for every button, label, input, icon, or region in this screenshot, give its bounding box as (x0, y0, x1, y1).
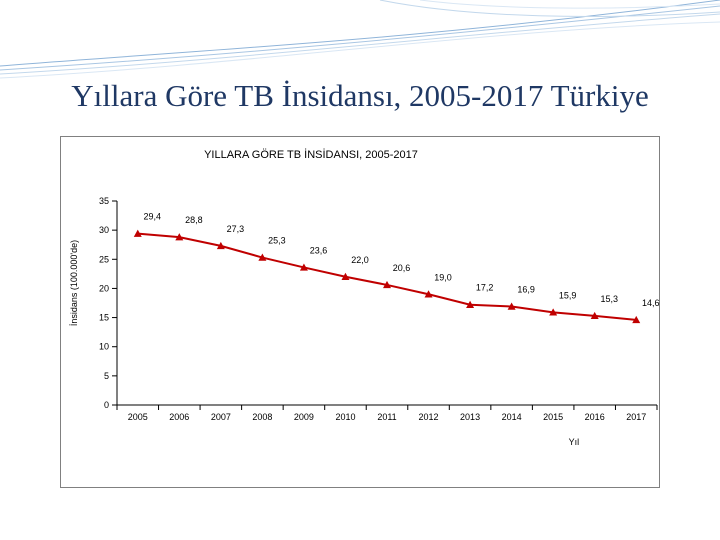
data-point-marker (341, 272, 350, 280)
x-tick-label: 2014 (502, 412, 522, 422)
y-ticks: 0 5 10 15 20 25 30 35 (99, 196, 117, 410)
data-point-marker (216, 241, 225, 250)
data-point-marker (590, 311, 599, 320)
x-tick-label: 2016 (585, 412, 605, 422)
data-value-label: 15,9 (559, 290, 577, 300)
data-point-marker (632, 315, 641, 324)
x-tick-label: 2005 (128, 412, 148, 422)
x-tick-label: 2007 (211, 412, 231, 422)
y-axis-label: İnsidans (100.000'de) (69, 240, 79, 326)
data-value-label: 25,3 (268, 236, 286, 246)
data-value-label: 27,3 (227, 224, 245, 234)
data-point-marker (507, 302, 516, 310)
data-point-marker (549, 308, 558, 316)
x-tick-label: 2010 (335, 412, 355, 422)
data-markers (133, 229, 641, 324)
x-ticks: 2005 2006 2007 2008 2009 2010 2011 2012 2013 2014… (116, 405, 658, 422)
x-tick-label: 2011 (377, 412, 396, 422)
x-tick-label: 2012 (419, 412, 439, 422)
data-value-label: 22,0 (351, 255, 369, 265)
data-point-marker (466, 300, 475, 308)
y-tick-label: 0 (104, 400, 109, 410)
x-tick-label: 2006 (169, 412, 189, 422)
y-tick-label: 20 (99, 283, 109, 293)
data-labels: 29,4 28,8 27,3 25,3 23,6 22,0 20,6 19,0 17,2 16,9… (144, 212, 660, 308)
chart-title: YILLARA GÖRE TB İNSİDANSI, 2005-2017 (204, 148, 418, 161)
chart-frame: YILLARA GÖRE TB İNSİDANSI, 2005-2017 İns… (60, 136, 660, 488)
line-chart: YILLARA GÖRE TB İNSİDANSI, 2005-2017 İns… (69, 148, 660, 447)
data-point-marker (383, 280, 391, 289)
data-value-label: 29,4 (144, 212, 162, 222)
data-point-marker (133, 229, 142, 237)
x-tick-label: 2008 (252, 412, 272, 422)
data-point-marker (299, 263, 308, 271)
header-wave-decoration (0, 0, 720, 79)
x-tick-label: 2009 (294, 412, 314, 422)
data-point-marker (258, 253, 267, 261)
data-value-label: 23,6 (310, 245, 328, 255)
data-value-label: 19,0 (434, 272, 452, 282)
data-point-marker (175, 233, 184, 241)
y-tick-label: 10 (99, 342, 109, 352)
series-line (137, 232, 637, 321)
data-value-label: 14,6 (642, 298, 660, 308)
data-value-label: 28,8 (185, 215, 203, 225)
data-value-label: 16,9 (517, 284, 535, 294)
data-value-label: 15,3 (600, 294, 618, 304)
y-tick-label: 25 (99, 254, 109, 264)
y-tick-label: 30 (99, 225, 109, 235)
data-value-label: 17,2 (476, 283, 494, 293)
data-value-label: 20,6 (393, 263, 411, 273)
x-axis-label: Yıl (569, 437, 580, 447)
y-tick-label: 35 (99, 196, 109, 206)
x-tick-label: 2013 (460, 412, 480, 422)
slide-title: Yıllara Göre TB İnsidansı, 2005-2017 Tür… (71, 78, 649, 113)
x-tick-label: 2017 (626, 412, 646, 422)
data-point-marker (424, 290, 433, 298)
y-tick-label: 15 (99, 313, 109, 323)
y-tick-label: 5 (104, 371, 109, 381)
x-tick-label: 2015 (543, 412, 563, 422)
